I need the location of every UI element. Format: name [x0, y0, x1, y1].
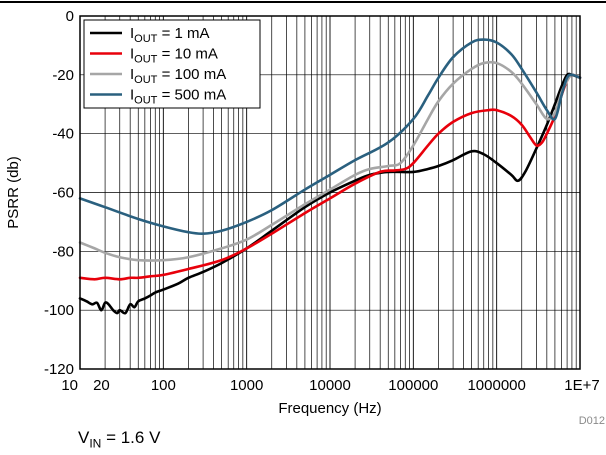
top-rule	[0, 1, 606, 3]
vin-main: V	[78, 428, 90, 447]
legend-label: IOUT = 1 mA	[130, 25, 210, 45]
x-tick-labels: 10 20 100 1000 10000 100000 1000000 1E+7	[61, 377, 599, 394]
y-tick-label: -120	[44, 361, 74, 378]
plot-frame	[79, 15, 581, 370]
y-tick-label: -80	[52, 243, 74, 260]
series-line-4	[78, 38, 582, 236]
x-tick-label: 20	[93, 377, 110, 394]
x-tick-label: 100	[151, 377, 176, 394]
x-tick-label: 10000	[309, 377, 351, 394]
y-tick-labels: 0 -20 -40 -60 -80 -100 -120	[44, 8, 74, 378]
legend-label: IOUT = 100 mA	[130, 66, 226, 86]
y-tick-label: -40	[52, 126, 74, 143]
x-tick-label: 10	[61, 377, 78, 394]
x-tick-label: 100000	[388, 377, 438, 394]
legend-label: IOUT = 10 mA	[130, 46, 218, 66]
series-line-3	[78, 60, 582, 262]
x-tick-label: 1000	[230, 377, 263, 394]
x-axis-title: Frequency (Hz)	[278, 400, 381, 417]
figure-id: D012	[579, 415, 605, 427]
vin-rest: = 1.6 V	[101, 428, 161, 447]
legend-label: IOUT = 500 mA	[130, 87, 226, 107]
vin-sub: IN	[89, 436, 102, 451]
x-tick-label: 1000000	[467, 377, 525, 394]
y-tick-label: -60	[52, 185, 74, 202]
series-layer	[78, 38, 582, 315]
y-axis-title: PSRR (db)	[5, 156, 22, 229]
y-tick-label: 0	[66, 8, 74, 25]
x-tick-label: 1E+7	[564, 377, 599, 394]
y-tick-label: -100	[44, 302, 74, 319]
series-line-2	[78, 73, 582, 281]
y-tick-label: -20	[52, 67, 74, 84]
input-voltage-note: VIN = 1.6 V	[78, 428, 160, 453]
